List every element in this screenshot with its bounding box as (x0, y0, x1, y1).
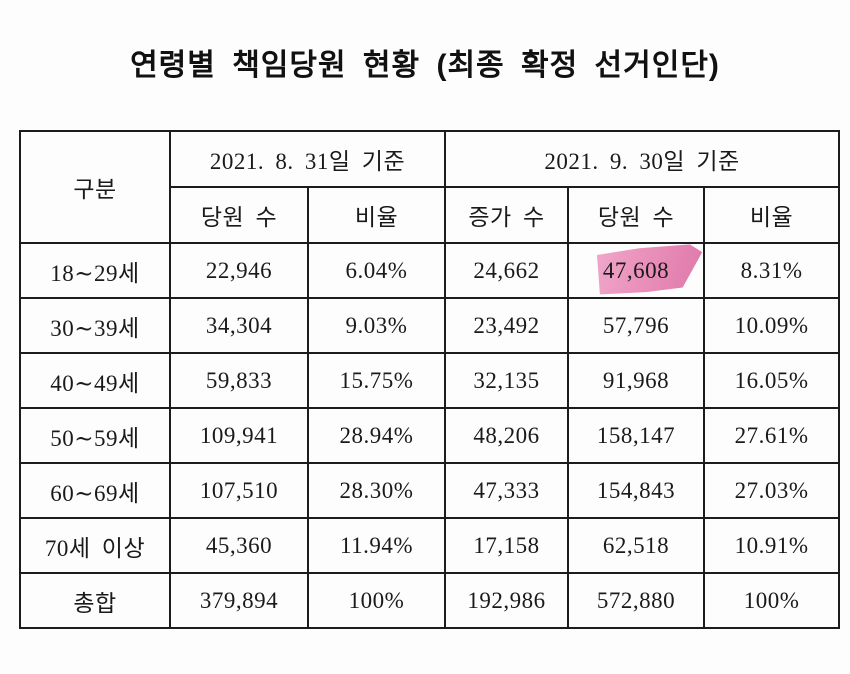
cell-sep-increase: 24,662 (444, 242, 570, 299)
header-sub-row: 당원 수 비율 증가 수 당원 수 비율 (20, 186, 841, 244)
cell-sep-ratio: 27.61% (703, 407, 841, 464)
cell-total-label: 총합 (19, 572, 171, 629)
cell-age-group: 40∼49세 (19, 352, 171, 409)
highlighted-value: 47,608 (602, 257, 670, 283)
table-row-18-29: 18∼29세 22,946 6.04% 24,662 47,608 8.31% (19, 242, 841, 299)
cell-sep-increase: 23,492 (444, 297, 570, 354)
cell-age-group: 50∼59세 (19, 407, 171, 464)
cell-sep-ratio: 100% (703, 572, 841, 629)
cell-sep-increase: 32,135 (444, 352, 570, 409)
cell-aug-ratio: 11.94% (306, 517, 447, 574)
cell-sep-increase: 48,206 (444, 407, 570, 464)
cell-sep-ratio: 27.03% (703, 462, 841, 519)
table-row-40-49: 40∼49세 59,833 15.75% 32,135 91,968 16.05… (19, 352, 841, 409)
page-title: 연령별 책임당원 현황 (최종 확정 선거인단) (130, 49, 720, 82)
table-row-70-plus: 70세 이상 45,360 11.94% 17,158 62,518 10.91… (19, 517, 841, 574)
member-status-table: 구분 2021. 8. 31일 기준 2021. 9. 30일 기준 당원 수 … (19, 130, 841, 629)
cell-aug-members: 45,360 (169, 517, 309, 574)
table-row-60-69: 60∼69세 107,510 28.30% 47,333 154,843 27.… (19, 462, 841, 519)
cell-age-group: 70세 이상 (19, 517, 171, 574)
header-aug-members: 당원 수 (169, 186, 309, 244)
cell-sep-members: 57,796 (567, 297, 706, 354)
cell-sep-ratio: 10.09% (703, 297, 841, 354)
cell-aug-ratio: 9.03% (306, 297, 447, 354)
header-sep-members: 당원 수 (567, 186, 706, 244)
header-aug-ratio: 비율 (306, 186, 447, 244)
cell-sep-ratio: 8.31% (703, 242, 841, 299)
cell-sep-members-highlighted: 47,608 (567, 242, 704, 299)
table-row-total: 총합 379,894 100% 192,986 572,880 100% (19, 572, 841, 629)
cell-sep-ratio: 10.91% (703, 517, 841, 574)
cell-sep-members: 62,518 (567, 517, 706, 574)
cell-sep-ratio: 16.05% (703, 352, 841, 409)
cell-sep-members: 572,880 (567, 572, 706, 629)
header-sep-ratio: 비율 (703, 186, 841, 244)
cell-aug-ratio: 28.94% (306, 407, 447, 464)
header-group-row: 구분 2021. 8. 31일 기준 2021. 9. 30일 기준 (19, 130, 841, 244)
cell-age-group: 60∼69세 (19, 462, 171, 519)
cell-aug-members: 107,510 (169, 462, 309, 519)
header-group-aug31: 2021. 8. 31일 기준 (168, 130, 447, 188)
cell-aug-members: 34,304 (169, 297, 309, 354)
header-category: 구분 (19, 130, 171, 244)
header-sep-increase: 증가 수 (444, 186, 570, 244)
cell-aug-members: 59,833 (169, 352, 309, 409)
cell-aug-ratio: 100% (306, 572, 447, 629)
cell-sep-members: 158,147 (567, 407, 706, 464)
cell-sep-increase: 192,986 (444, 572, 570, 629)
cell-aug-ratio: 28.30% (306, 462, 447, 519)
cell-age-group: 18∼29세 (19, 242, 171, 299)
cell-sep-increase: 17,158 (444, 517, 570, 574)
cell-sep-members: 91,968 (567, 352, 706, 409)
cell-sep-increase: 47,333 (444, 462, 570, 519)
cell-sep-members: 154,843 (567, 462, 706, 519)
cell-aug-members: 379,894 (169, 572, 309, 629)
cell-aug-members: 109,941 (169, 407, 309, 464)
cell-aug-members: 22,946 (169, 242, 309, 299)
cell-aug-ratio: 15.75% (306, 352, 447, 409)
header-group-sep30: 2021. 9. 30일 기준 (444, 130, 841, 188)
table-row-50-59: 50∼59세 109,941 28.94% 48,206 158,147 27.… (19, 407, 841, 464)
table-row-30-39: 30∼39세 34,304 9.03% 23,492 57,796 10.09% (19, 297, 841, 354)
cell-age-group: 30∼39세 (19, 297, 171, 354)
cell-aug-ratio: 6.04% (306, 242, 447, 299)
